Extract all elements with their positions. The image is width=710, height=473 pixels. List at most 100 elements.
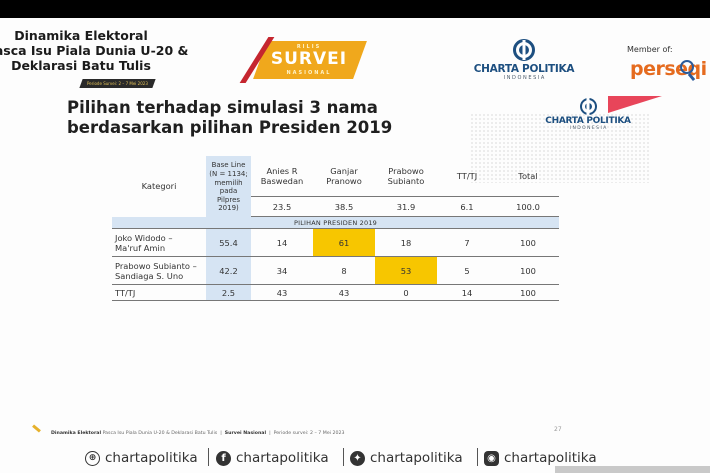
header-line: Anies R — [266, 166, 298, 176]
cell-baseline: 42.2 — [206, 256, 251, 285]
header-baseline-line: memilih — [214, 178, 243, 187]
cell-ganjar-highlight: 61 — [313, 228, 375, 257]
header-prabowo: Prabowo Subianto — [375, 156, 437, 197]
charta-politika-sub: I N D O N E S I A — [503, 75, 545, 81]
header-baseline-line: Base Line — [211, 161, 246, 170]
magnifier-icon — [680, 60, 694, 74]
instagram-icon: ◉ — [484, 450, 499, 466]
cell-anies: 34 — [251, 256, 313, 285]
facebook-icon: f — [216, 450, 231, 466]
cell-ganjar: 43 — [313, 284, 375, 301]
cell-ttj: 14 — [437, 284, 497, 301]
header-ganjar: Ganjar Pranowo — [313, 156, 375, 197]
charta-politika-name: CHARTA POLITIKA — [473, 63, 575, 75]
baseline-anies: 23.5 — [251, 196, 313, 217]
kategori-line: Joko Widodo – — [115, 232, 173, 243]
social-label: chartapolitika — [504, 450, 597, 466]
footer-period: Periode survei: 2 – 7 Mei 2023 — [273, 431, 345, 436]
table-row: Prabowo Subianto – Sandiaga S. Uno 42.2 3… — [112, 256, 559, 285]
baseline-prabowo: 31.9 — [375, 196, 437, 217]
header-line: Ganjar — [330, 166, 358, 176]
twitter-icon: ✦ — [350, 450, 365, 466]
perseqi-logo: perseqi — [630, 58, 707, 80]
event-title-line-1: Dinamika Elektoral — [14, 28, 148, 43]
charta-politika-mark-icon — [513, 39, 535, 61]
social-separator — [343, 448, 345, 466]
table-row: Joko Widodo – Ma'ruf Amin 55.4 14 61 18 7… — [112, 228, 559, 257]
top-black-bar — [0, 0, 710, 18]
header-line: Pranowo — [326, 176, 362, 186]
header-baseline-line: 2019) — [218, 204, 239, 213]
slide: Dinamika Elektoral Pasca Isu Piala Dunia… — [0, 18, 710, 473]
row-kategori: TT/TJ — [112, 284, 206, 301]
footer-divider: | — [269, 431, 271, 436]
rilis-logo-top: RILIS — [296, 44, 322, 50]
charta-politika-logo: CHARTA POLITIKA I N D O N E S I A — [468, 39, 580, 81]
header-ttj: TT/TJ — [456, 171, 478, 181]
social-label: chartapolitika — [236, 450, 329, 466]
header-kategori: Kategori — [141, 181, 177, 192]
cell-total: 100 — [497, 228, 559, 257]
footer-survey: Survei Nasional — [224, 431, 267, 436]
globe-icon: ⊕ — [85, 450, 100, 466]
slide-title-line-2: berdasarkan pilihan Presiden 2019 — [67, 118, 393, 137]
cell-total: 100 — [497, 256, 559, 285]
social-separator — [477, 448, 479, 466]
header-baseline-line: Pilpres — [216, 195, 241, 204]
header-baseline-line: pada — [219, 187, 238, 196]
footer-caption: Dinamika Elektoral Pasca Isu Piala Dunia… — [51, 431, 344, 436]
footer-divider: | — [220, 431, 222, 436]
social-website[interactable]: ⊕ chartapolitika — [85, 448, 198, 468]
social-instagram[interactable]: ◉ chartapolitika — [484, 448, 597, 468]
cell-prabowo-highlight: 53 — [375, 256, 437, 285]
cell-ttj: 7 — [437, 228, 497, 257]
cell-baseline: 2.5 — [206, 284, 251, 301]
baseline-ttj: 6.1 — [437, 196, 497, 217]
period-badge-text: Periode Survei: 2 – 7 Mei 2023 — [87, 81, 148, 86]
kategori-line: Sandiaga S. Uno — [115, 270, 184, 281]
cell-total: 100 — [497, 284, 559, 301]
kategori-line: Prabowo Subianto – — [115, 260, 197, 271]
cell-anies: 43 — [251, 284, 313, 301]
social-twitter[interactable]: ✦ chartapolitika — [350, 448, 463, 468]
table-header-row: Kategori Base Line (N = 1134; memilih pa… — [112, 156, 559, 217]
cell-prabowo: 0 — [375, 284, 437, 301]
kategori-line: Ma'ruf Amin — [115, 242, 166, 253]
section-band: PILIHAN PRESIDEN 2019 — [112, 216, 559, 229]
watermark-sub: I N D O N E S I A — [569, 126, 607, 131]
gray-overlay-bar — [555, 466, 710, 473]
baseline-total: 100.0 — [497, 196, 559, 217]
table-row: TT/TJ 2.5 43 43 0 14 100 — [112, 284, 559, 301]
page-number: 27 — [554, 426, 562, 433]
row-kategori: Joko Widodo – Ma'ruf Amin — [112, 228, 206, 257]
header-baseline-line: (N = 1134; — [209, 170, 248, 179]
row-kategori: Prabowo Subianto – Sandiaga S. Uno — [112, 256, 206, 285]
header-total: Total — [518, 171, 538, 181]
cell-ganjar: 8 — [313, 256, 375, 285]
social-separator — [208, 448, 210, 466]
header-line: Prabowo — [388, 166, 424, 176]
rilis-survei-logo: RILIS SURVEI NASIONAL — [239, 37, 367, 83]
cell-ttj: 5 — [437, 256, 497, 285]
period-badge: Periode Survei: 2 – 7 Mei 2023 — [79, 79, 156, 88]
header-line: Subianto — [387, 176, 425, 186]
baseline-ganjar: 38.5 — [313, 196, 375, 217]
slide-title: Pilihan terhadap simulasi 3 nama berdasa… — [67, 98, 392, 138]
footer-title-rest: Pasca Isu Piala Dunia U-20 & Deklarasi B… — [102, 431, 218, 436]
cell-prabowo: 18 — [375, 228, 437, 257]
slide-title-line-1: Pilihan terhadap simulasi 3 nama — [67, 98, 378, 117]
rilis-logo-main: SURVEI — [270, 49, 348, 69]
watermark-name: CHARTA POLITIKA — [545, 116, 631, 126]
results-table: Kategori Base Line (N = 1134; memilih pa… — [112, 156, 559, 301]
baseline-row: 23.5 38.5 31.9 6.1 100.0 — [112, 196, 559, 217]
header-anies: Anies R Baswedan — [251, 156, 313, 197]
cell-baseline: 55.4 — [206, 228, 251, 257]
social-facebook[interactable]: f chartapolitika — [216, 448, 329, 468]
section-label: PILIHAN PRESIDEN 2019 — [112, 216, 559, 229]
header-baseline: Base Line (N = 1134; memilih pada Pilpre… — [206, 156, 251, 217]
dotted-map-decoration — [470, 113, 650, 183]
event-title: Dinamika Elektoral Pasca Isu Piala Dunia… — [0, 28, 189, 73]
event-title-line-3: Deklarasi Batu Tulis — [11, 58, 151, 73]
cell-anies: 14 — [251, 228, 313, 257]
event-title-line-2: Pasca Isu Piala Dunia U-20 & — [0, 43, 189, 58]
